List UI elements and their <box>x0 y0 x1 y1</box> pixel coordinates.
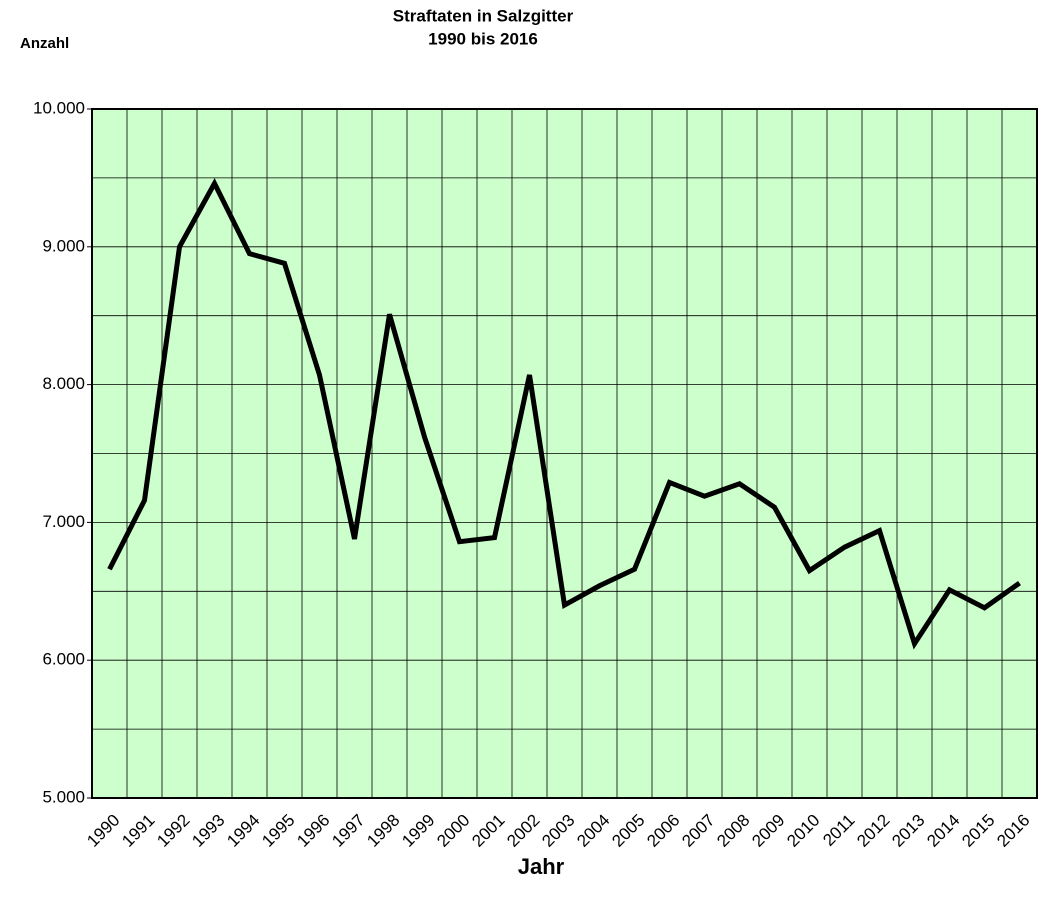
x-tick-label: 2007 <box>678 811 718 851</box>
x-tick-label: 2000 <box>433 811 473 851</box>
data-line <box>107 178 1021 650</box>
x-tick-label: 1995 <box>258 811 298 851</box>
y-tick-label: 10.000 <box>33 98 85 117</box>
x-tick-label: 2001 <box>468 811 508 851</box>
x-tick-label: 2013 <box>888 811 928 851</box>
x-tick-label: 2002 <box>503 811 543 851</box>
x-tick-label: 2016 <box>993 811 1033 851</box>
y-tick-label: 5.000 <box>42 787 85 806</box>
chart-title: Straftaten in Salzgitter <box>393 6 574 25</box>
x-tick-label: 2006 <box>643 811 683 851</box>
plot-border <box>91 108 1038 799</box>
x-tick-label: 2014 <box>923 811 963 851</box>
y-tick-label: 8.000 <box>42 374 85 393</box>
x-tick-label: 2011 <box>819 811 858 850</box>
x-tick-label: 2012 <box>853 811 893 851</box>
x-tick-label: 1993 <box>188 811 228 851</box>
y-axis-label: Anzahl <box>20 35 69 52</box>
x-tick-label: 1996 <box>293 811 333 851</box>
x-axis-label: Jahr <box>518 854 565 879</box>
x-tick-label: 2004 <box>573 811 613 851</box>
x-tick-label: 2009 <box>748 811 788 851</box>
y-tick-label: 9.000 <box>42 236 85 255</box>
x-tick-label: 2005 <box>608 811 648 851</box>
x-tick-label: 1997 <box>328 811 368 851</box>
x-tick-label: 1998 <box>363 811 403 851</box>
x-tick-label: 2008 <box>713 811 753 851</box>
x-tick-label: 1991 <box>118 811 158 851</box>
x-tick-label: 1994 <box>223 811 263 851</box>
x-tick-label: 2010 <box>783 811 823 851</box>
x-tick-label: 1990 <box>83 811 123 851</box>
x-tick-label: 2015 <box>958 811 998 851</box>
y-tick-label: 6.000 <box>42 650 85 669</box>
y-tick-label: 7.000 <box>42 512 85 531</box>
x-tick-label: 2003 <box>538 811 578 851</box>
x-tick-label: 1992 <box>153 811 193 851</box>
chart-subtitle: 1990 bis 2016 <box>428 29 538 48</box>
x-tick-label: 1999 <box>398 811 438 851</box>
